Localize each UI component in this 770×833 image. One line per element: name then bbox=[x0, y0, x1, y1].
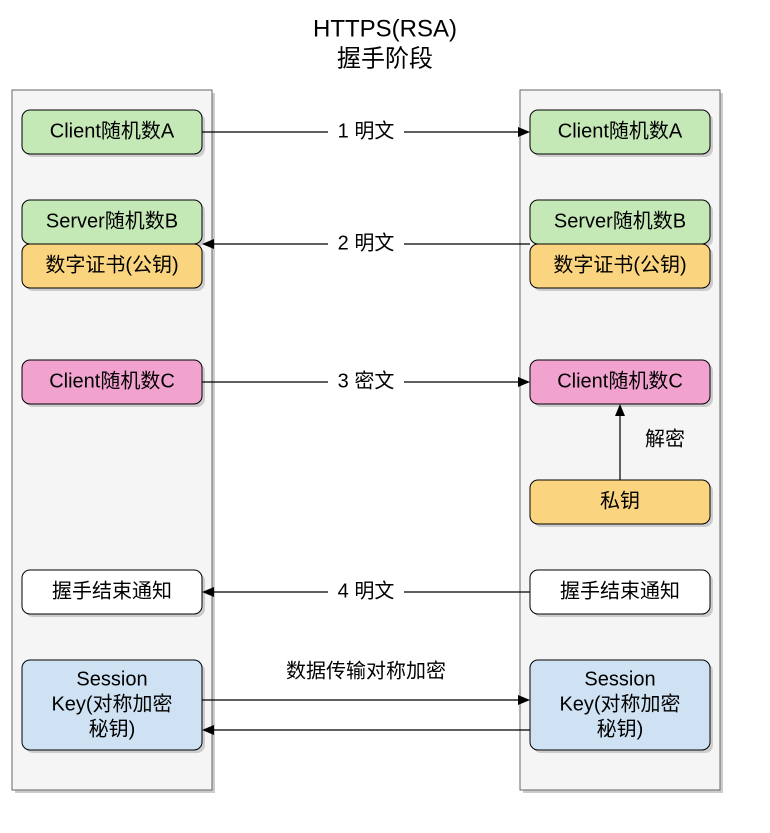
node-L_sk-label-1: Key(对称加密 bbox=[51, 692, 172, 715]
node-R_sk-label-1: Key(对称加密 bbox=[559, 692, 680, 715]
node-R_sk-label-2: 秘钥) bbox=[597, 717, 644, 740]
node-R_B-label: Server随机数B bbox=[554, 209, 686, 232]
node-L_B: Server随机数B bbox=[22, 200, 205, 247]
node-R_end: 握手结束通知 bbox=[530, 570, 713, 617]
node-L_cert-label: 数字证书(公钥) bbox=[45, 253, 178, 276]
arrow-a2-label: 2 明文 bbox=[338, 231, 395, 254]
node-R_C: Client随机数C bbox=[530, 360, 713, 407]
node-L_B-label: Server随机数B bbox=[46, 209, 178, 232]
arrow-a3-label: 3 密文 bbox=[338, 369, 395, 392]
https-handshake-diagram: HTTPS(RSA) 握手阶段 Client随机数A Client随机数A Server… bbox=[0, 0, 770, 833]
node-R_C-label: Client随机数C bbox=[557, 369, 683, 392]
node-R_A-label: Client随机数A bbox=[558, 119, 683, 142]
node-L_sk-label-0: Session bbox=[76, 668, 147, 690]
node-L_end: 握手结束通知 bbox=[22, 570, 205, 617]
node-L_sk-label-2: 秘钥) bbox=[89, 717, 136, 740]
node-L_C: Client随机数C bbox=[22, 360, 205, 407]
arrow-a5-label: 数据传输对称加密 bbox=[286, 659, 446, 682]
node-R_A: Client随机数A bbox=[530, 110, 713, 157]
node-R_sk: SessionKey(对称加密秘钥) bbox=[530, 660, 713, 753]
node-L_cert: 数字证书(公钥) bbox=[22, 244, 205, 291]
node-L_A: Client随机数A bbox=[22, 110, 205, 157]
node-L_C-label: Client随机数C bbox=[49, 369, 175, 392]
node-L_sk: SessionKey(对称加密秘钥) bbox=[22, 660, 205, 753]
node-R_sk-label-0: Session bbox=[584, 668, 655, 690]
node-R_cert: 数字证书(公钥) bbox=[530, 244, 713, 291]
arrow-a7-label: 解密 bbox=[645, 427, 685, 450]
arrow-a1-label: 1 明文 bbox=[338, 119, 395, 142]
node-R_priv: 私钥 bbox=[530, 480, 713, 527]
title-line1: HTTPS(RSA) bbox=[313, 15, 457, 42]
node-R_cert-label: 数字证书(公钥) bbox=[553, 253, 686, 276]
node-L_A-label: Client随机数A bbox=[50, 119, 175, 142]
node-R_priv-label: 私钥 bbox=[600, 489, 640, 512]
node-R_B: Server随机数B bbox=[530, 200, 713, 247]
title-line2: 握手阶段 bbox=[337, 45, 433, 72]
node-L_end-label: 握手结束通知 bbox=[52, 579, 172, 602]
node-R_end-label: 握手结束通知 bbox=[560, 579, 680, 602]
arrow-a4-label: 4 明文 bbox=[338, 579, 395, 602]
